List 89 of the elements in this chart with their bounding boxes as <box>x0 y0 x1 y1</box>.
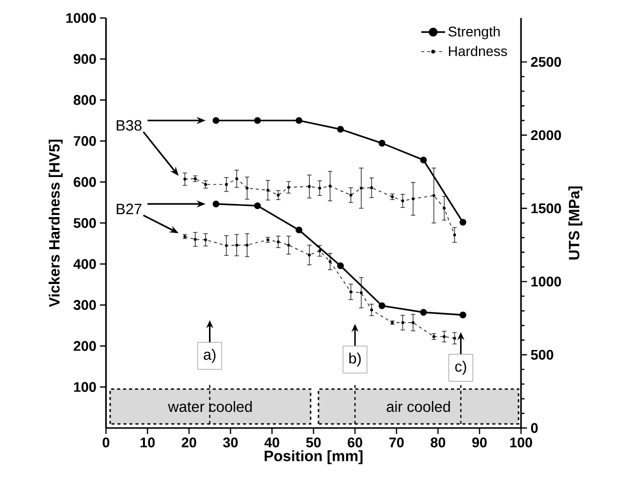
point <box>235 244 238 247</box>
annotation: c) <box>455 360 466 375</box>
point <box>420 156 427 164</box>
annotation: a) <box>204 348 216 363</box>
point <box>412 321 415 324</box>
point <box>360 291 363 294</box>
y-tick-label: 200 <box>74 341 96 351</box>
point <box>287 244 290 247</box>
x-tick-label: 50 <box>306 438 321 448</box>
point <box>349 194 352 197</box>
point <box>224 244 228 247</box>
point <box>246 186 249 190</box>
point <box>308 254 311 256</box>
point <box>246 244 249 247</box>
point <box>401 199 404 202</box>
point <box>224 183 228 186</box>
x-tick-label: 0 <box>102 438 110 448</box>
x-tick-label: 30 <box>223 438 238 448</box>
point <box>318 186 322 190</box>
y-tick-label: 1000 <box>66 13 96 23</box>
x-tick-label: 90 <box>472 438 487 448</box>
point <box>432 194 436 197</box>
y-tick-label: 100 <box>74 382 96 392</box>
point <box>412 197 415 200</box>
point <box>328 260 332 263</box>
point <box>378 140 386 147</box>
point <box>328 184 332 188</box>
point <box>254 202 261 210</box>
y-tick-label: 400 <box>73 259 96 269</box>
point <box>442 335 446 338</box>
y-tick-label: 800 <box>74 95 96 105</box>
x-tick-label: 70 <box>389 438 404 448</box>
y2-tick-label: 1000 <box>531 276 561 287</box>
point <box>349 290 352 294</box>
legend-label: Hardness <box>448 46 508 56</box>
point <box>212 200 220 208</box>
point <box>370 308 374 312</box>
point <box>460 312 466 318</box>
point <box>183 178 186 181</box>
y-axis-title: Vickers Hardness [HV5] <box>48 140 63 308</box>
x-tick-label: 40 <box>264 438 280 448</box>
point <box>420 308 427 316</box>
point <box>254 117 261 124</box>
point <box>453 233 456 236</box>
point <box>453 336 456 340</box>
legend-label: Strength <box>448 26 500 40</box>
point <box>460 218 466 226</box>
y-tick-label: 900 <box>74 54 96 64</box>
y2-tick-label: 2500 <box>531 56 561 67</box>
point <box>204 183 208 186</box>
point <box>360 186 363 190</box>
y-tick-label: 600 <box>74 177 96 187</box>
x-tick-label: 10 <box>140 438 155 448</box>
point <box>276 240 280 244</box>
band-label: air cooled <box>386 400 450 412</box>
annotation: B38 <box>116 120 142 131</box>
y-tick-label: 700 <box>74 136 96 146</box>
point <box>266 188 270 192</box>
band-label: water cooled <box>168 400 252 412</box>
point <box>235 177 238 180</box>
x-tick-label: 60 <box>348 438 362 448</box>
point <box>204 238 208 242</box>
y2-tick-label: 0 <box>531 423 538 433</box>
point <box>194 238 197 241</box>
point <box>401 321 404 324</box>
y2-tick-label: 2000 <box>531 130 561 140</box>
point <box>337 126 344 133</box>
x-tick-label: 20 <box>182 438 196 448</box>
annotation: B27 <box>116 204 142 214</box>
y2-tick-label: 500 <box>530 350 554 360</box>
point <box>287 186 290 189</box>
x-tick-label: 100 <box>510 438 532 448</box>
point <box>296 226 302 234</box>
point <box>276 194 280 197</box>
x-axis-title: Position [mm] <box>264 450 362 464</box>
point <box>442 206 446 210</box>
point <box>337 262 344 270</box>
point <box>370 186 374 190</box>
y-tick-label: 300 <box>74 300 96 310</box>
annotation: b) <box>349 352 361 367</box>
y-tick-label: 500 <box>74 218 96 228</box>
point <box>308 185 311 188</box>
point <box>378 302 386 310</box>
point <box>212 117 220 124</box>
point <box>296 117 302 124</box>
y2-axis-title: UTS [MPa] <box>568 186 582 260</box>
x-tick-label: 80 <box>430 438 446 448</box>
y2-tick-label: 1500 <box>531 203 561 214</box>
point <box>318 249 322 252</box>
